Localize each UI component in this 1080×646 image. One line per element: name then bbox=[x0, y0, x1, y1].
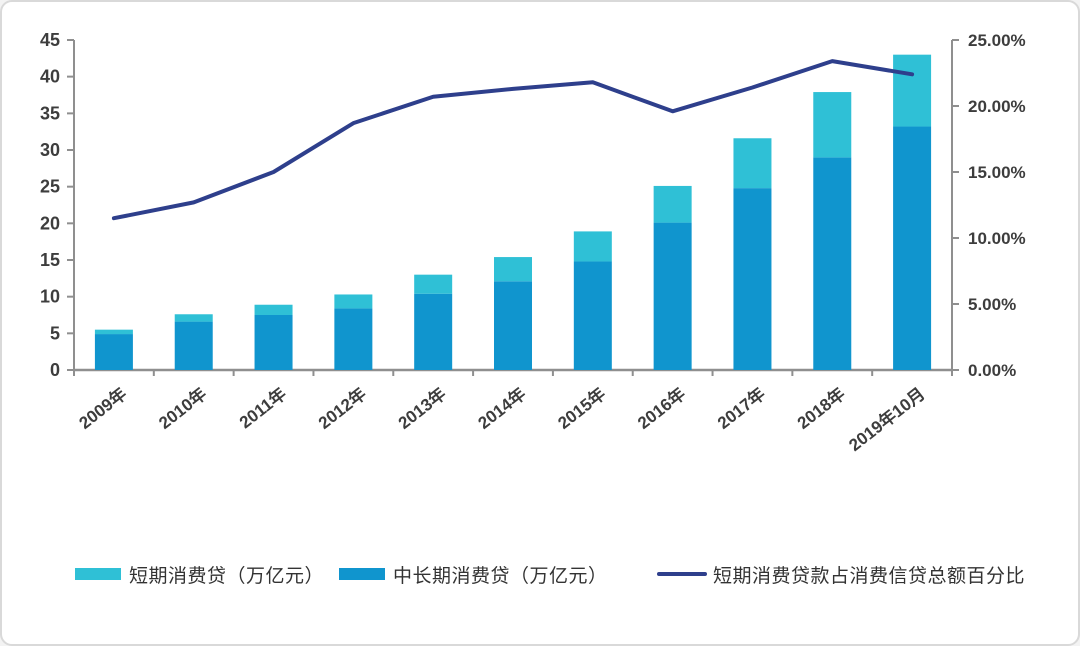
bar-short-term-2011年 bbox=[254, 304, 293, 315]
legend-item-short-term-loans: 短期消费贷（万亿元） bbox=[75, 554, 324, 594]
left-axis-tick-label: 20 bbox=[40, 213, 60, 233]
left-axis-tick-label: 5 bbox=[50, 323, 60, 343]
right-axis-tick-label: 10.00% bbox=[968, 229, 1026, 248]
bar-medium-long-term-2011年 bbox=[254, 315, 293, 370]
left-axis-tick-label: 15 bbox=[40, 250, 60, 270]
percentage-line bbox=[111, 59, 915, 221]
left-axis-tick-label: 10 bbox=[40, 287, 60, 307]
bar-short-term-2018年 bbox=[813, 92, 852, 158]
x-axis-category-label: 2013年 bbox=[394, 383, 450, 433]
x-axis-category-label: 2015年 bbox=[554, 383, 610, 433]
x-axis-category-label: 2014年 bbox=[474, 383, 530, 433]
right-axis-tick-label: 20.00% bbox=[968, 97, 1026, 116]
bar-medium-long-term-2010年 bbox=[174, 321, 213, 370]
right-axis-tick-label: 25.00% bbox=[968, 31, 1026, 50]
bar-medium-long-term-2018年 bbox=[813, 157, 852, 370]
x-axis-category-label: 2019年10月 bbox=[845, 383, 929, 455]
stacked-bar-line-chart: 0 5 10 15 20 25 30 35 40 45 0.00% 5.00% 10.00% 15.00%… bbox=[40, 30, 1026, 455]
bar-short-term-2009年 bbox=[94, 329, 133, 335]
bar-medium-long-term-2014年 bbox=[494, 281, 532, 370]
bar-short-term-2017年 bbox=[733, 138, 772, 189]
right-axis-tick-label: 5.00% bbox=[968, 295, 1016, 314]
bar-short-term-2016年 bbox=[653, 185, 692, 223]
left-axis-tick-label: 0 bbox=[50, 360, 60, 380]
bar-medium-long-term-2015年 bbox=[573, 261, 612, 370]
legend-label-short-term: 短期消费贷（万亿元） bbox=[129, 565, 325, 587]
legend-swatch-short-term bbox=[75, 568, 121, 580]
legend-label-medium-long-term: 中长期消费贷（万亿元） bbox=[393, 565, 608, 587]
legend-item-medium-long-term-loans: 中长期消费贷（万亿元） bbox=[339, 554, 608, 594]
right-axis-tick-label: 0.00% bbox=[968, 361, 1016, 380]
bar-short-term-2014年 bbox=[494, 257, 532, 282]
bar-medium-long-term-2013年 bbox=[414, 293, 453, 370]
legend-swatch-medium-long-term bbox=[339, 568, 385, 580]
chart-legend: 短期消费贷（万亿元） 中长期消费贷（万亿元） 短期消费贷款占消费信贷总额百分比 bbox=[2, 554, 1078, 604]
bar-short-term-2019年10月 bbox=[893, 54, 932, 127]
bar-medium-long-term-2019年10月 bbox=[893, 126, 932, 371]
bar-medium-long-term-2016年 bbox=[653, 222, 692, 370]
bar-short-term-2012年 bbox=[334, 294, 373, 309]
left-axis-tick-label: 40 bbox=[40, 67, 60, 87]
legend-label-percentage-line: 短期消费贷款占消费信贷总额百分比 bbox=[713, 565, 1026, 587]
bar-medium-long-term-2017年 bbox=[733, 188, 772, 370]
bar-short-term-2015年 bbox=[573, 231, 612, 262]
left-axis-tick-label: 35 bbox=[40, 103, 60, 123]
x-axis-category-label: 2018年 bbox=[793, 383, 849, 433]
x-axis-category-label: 2010年 bbox=[155, 383, 211, 433]
left-axis-tick-label: 45 bbox=[40, 30, 60, 50]
bar-medium-long-term-2009年 bbox=[94, 334, 133, 370]
bar-short-term-2010年 bbox=[174, 314, 213, 322]
legend-swatch-percentage-line bbox=[657, 572, 707, 576]
bar-medium-long-term-2012年 bbox=[334, 308, 373, 370]
bar-short-term-2013年 bbox=[414, 274, 453, 294]
x-axis-category-label: 2012年 bbox=[314, 383, 370, 433]
x-axis-category-label: 2011年 bbox=[235, 383, 290, 432]
left-axis-tick-label: 25 bbox=[40, 177, 60, 197]
left-axis-tick-label: 30 bbox=[40, 140, 60, 160]
x-axis-category-label: 2017年 bbox=[713, 383, 769, 433]
legend-item-short-term-percentage: 短期消费贷款占消费信贷总额百分比 bbox=[657, 554, 1025, 594]
x-axis-category-label: 2016年 bbox=[634, 383, 690, 433]
right-axis-tick-label: 15.00% bbox=[968, 163, 1026, 182]
x-axis-category-label: 2009年 bbox=[75, 383, 131, 433]
